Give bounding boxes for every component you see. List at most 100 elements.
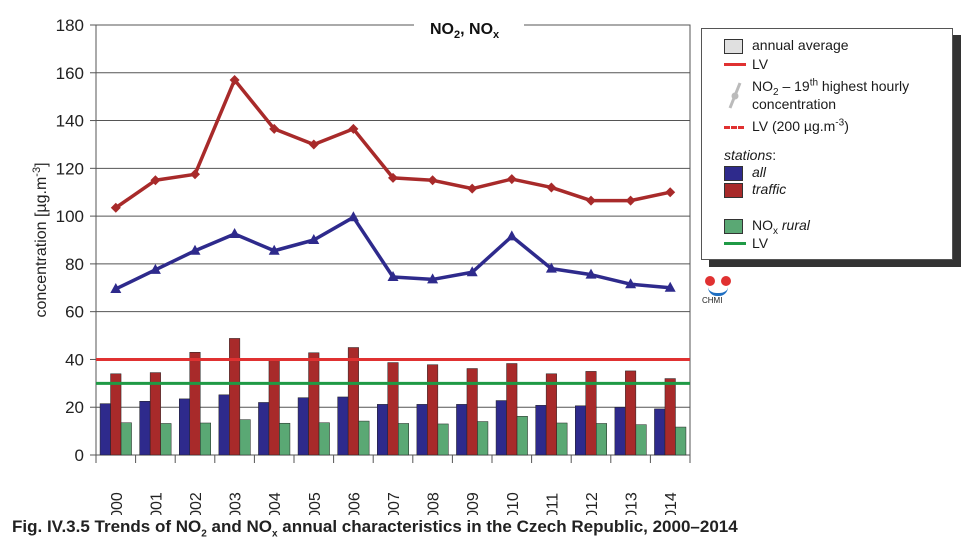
- bar-all: [614, 406, 626, 456]
- bar-rural: [556, 422, 568, 456]
- all-19th-point: [664, 281, 676, 292]
- x-tick-label: 2000: [109, 492, 126, 515]
- bar-rural: [516, 416, 528, 456]
- legend-line-lv2: [724, 242, 746, 245]
- x-tick-label: 2006: [346, 492, 363, 515]
- x-tick-label: 2011: [544, 493, 561, 515]
- traffic-19th-point: [348, 123, 359, 134]
- bar-all: [416, 404, 428, 456]
- bar-all: [179, 398, 190, 456]
- bar-all: [575, 405, 586, 456]
- x-tick-label: 2001: [148, 492, 165, 515]
- legend-label-lv2: LV: [752, 235, 769, 251]
- x-tick-label: 2003: [228, 492, 245, 515]
- all-19th-point: [387, 271, 399, 282]
- bar-rural: [279, 422, 291, 456]
- legend-swatch-rural: [724, 219, 743, 234]
- bar-rural: [596, 423, 607, 456]
- bar-traffic: [585, 371, 597, 456]
- y-tick-label: 100: [56, 207, 84, 226]
- all-19th-point: [110, 282, 122, 293]
- traffic-19th-point: [546, 182, 557, 193]
- figure-caption: Fig. IV.3.5 Trends of NO2 and NOx annual…: [12, 517, 738, 540]
- bar-rural: [675, 426, 687, 456]
- hourly-series: [110, 74, 676, 293]
- bar-all: [139, 401, 151, 456]
- y-tick-label: 180: [56, 16, 84, 35]
- legend-label-19th: NO2 – 19th highest hourly: [752, 77, 910, 98]
- legend-label-concentration: concentration: [752, 96, 837, 112]
- y-tick-label: 160: [56, 64, 84, 83]
- bar-rural: [239, 419, 251, 456]
- bar-rural: [160, 423, 172, 456]
- x-tick-label: 2012: [584, 492, 601, 515]
- bar-traffic: [664, 378, 676, 456]
- bar-all: [377, 404, 388, 456]
- y-tick-label: 20: [65, 398, 84, 417]
- bar-traffic: [506, 363, 518, 456]
- legend-label-rural: NOx rural: [752, 217, 810, 237]
- x-tick-label: 2002: [188, 492, 205, 515]
- bar-rural: [437, 423, 449, 456]
- bars: [99, 338, 687, 456]
- y-tick-label: 120: [56, 159, 84, 178]
- legend-label-all: all: [752, 164, 767, 180]
- x-tick-label: 2007: [386, 492, 403, 515]
- bar-all: [99, 403, 111, 456]
- traffic-19th-point: [427, 175, 438, 186]
- bar-traffic: [268, 358, 280, 456]
- bar-all: [654, 408, 666, 456]
- chmi-logo-text: CHMI: [702, 296, 723, 305]
- bar-traffic: [308, 352, 320, 456]
- bar-all: [535, 405, 547, 456]
- legend-dash-lv200: [724, 126, 744, 129]
- all-19th-point: [229, 228, 241, 239]
- y-tick-label: 0: [75, 446, 84, 465]
- bar-traffic: [110, 373, 122, 456]
- bar-rural: [120, 422, 132, 456]
- traffic-19th-point: [150, 175, 161, 186]
- bar-traffic: [625, 370, 637, 456]
- all-19th-point: [347, 211, 359, 222]
- chart-title: NO2, NOx: [430, 21, 500, 41]
- traffic-19th-point: [190, 169, 200, 180]
- bar-all: [218, 394, 230, 456]
- bar-rural: [200, 422, 211, 456]
- all-19th-point: [506, 230, 518, 241]
- x-tick-label: 2013: [624, 492, 641, 515]
- bar-rural: [635, 424, 647, 456]
- bar-all: [456, 404, 468, 456]
- legend-swatch-traffic: [724, 183, 743, 198]
- x-tick-label: 2008: [426, 492, 443, 515]
- all-19th-point: [149, 263, 161, 274]
- traffic-19th-point: [665, 187, 676, 198]
- x-tick-label: 2009: [465, 492, 482, 515]
- x-tick-label: 2005: [307, 492, 324, 515]
- legend-label-annual: annual average: [752, 37, 849, 53]
- bar-traffic: [347, 347, 359, 456]
- traffic-19th-point: [110, 202, 121, 213]
- traffic-19th-point: [269, 123, 280, 134]
- traffic-19th-point: [586, 195, 596, 206]
- legend-label-stations: stations:: [724, 147, 777, 163]
- all-19th-point: [545, 262, 557, 273]
- bar-all: [337, 396, 349, 456]
- bar-rural: [398, 423, 409, 456]
- traffic-19th-point: [388, 172, 398, 183]
- x-tick-label: 2010: [505, 492, 522, 515]
- bar-all: [297, 397, 309, 456]
- bar-all: [258, 402, 270, 456]
- legend-swatch-annual: [724, 39, 743, 54]
- y-tick-label: 80: [65, 255, 84, 274]
- legend: annual average LV NO2 – 19th highest hou…: [701, 28, 953, 260]
- y-tick-label: 40: [65, 350, 84, 369]
- legend-swatch-all: [724, 166, 743, 181]
- legend-line-lv: [724, 63, 746, 66]
- y-tick-label: 140: [56, 112, 84, 131]
- legend-label-traffic: traffic: [752, 181, 787, 197]
- traffic-19th-point: [467, 183, 478, 194]
- x-axis-ticks: 2000 2001 2002 2003 2004 2005 2006 2007 2008 2009…: [95, 455, 691, 515]
- bar-traffic: [427, 364, 439, 456]
- legend-label-lv200: LV (200 µg.m-3): [752, 117, 849, 134]
- chmi-logo: CHMI: [702, 276, 734, 306]
